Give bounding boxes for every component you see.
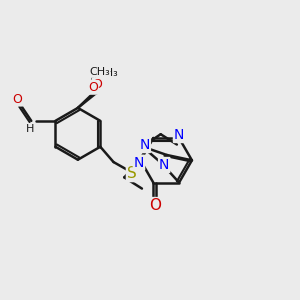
Text: O: O bbox=[13, 93, 22, 106]
Text: O: O bbox=[88, 81, 98, 94]
Text: N: N bbox=[134, 156, 144, 170]
Text: CH₃: CH₃ bbox=[89, 67, 110, 77]
Text: N: N bbox=[140, 138, 150, 152]
Text: CH₃: CH₃ bbox=[97, 68, 118, 78]
Text: H: H bbox=[26, 124, 34, 134]
Text: N: N bbox=[174, 128, 184, 142]
Text: N: N bbox=[159, 158, 169, 172]
Text: O: O bbox=[93, 78, 103, 92]
Text: S: S bbox=[127, 166, 137, 181]
Text: O: O bbox=[149, 198, 161, 213]
